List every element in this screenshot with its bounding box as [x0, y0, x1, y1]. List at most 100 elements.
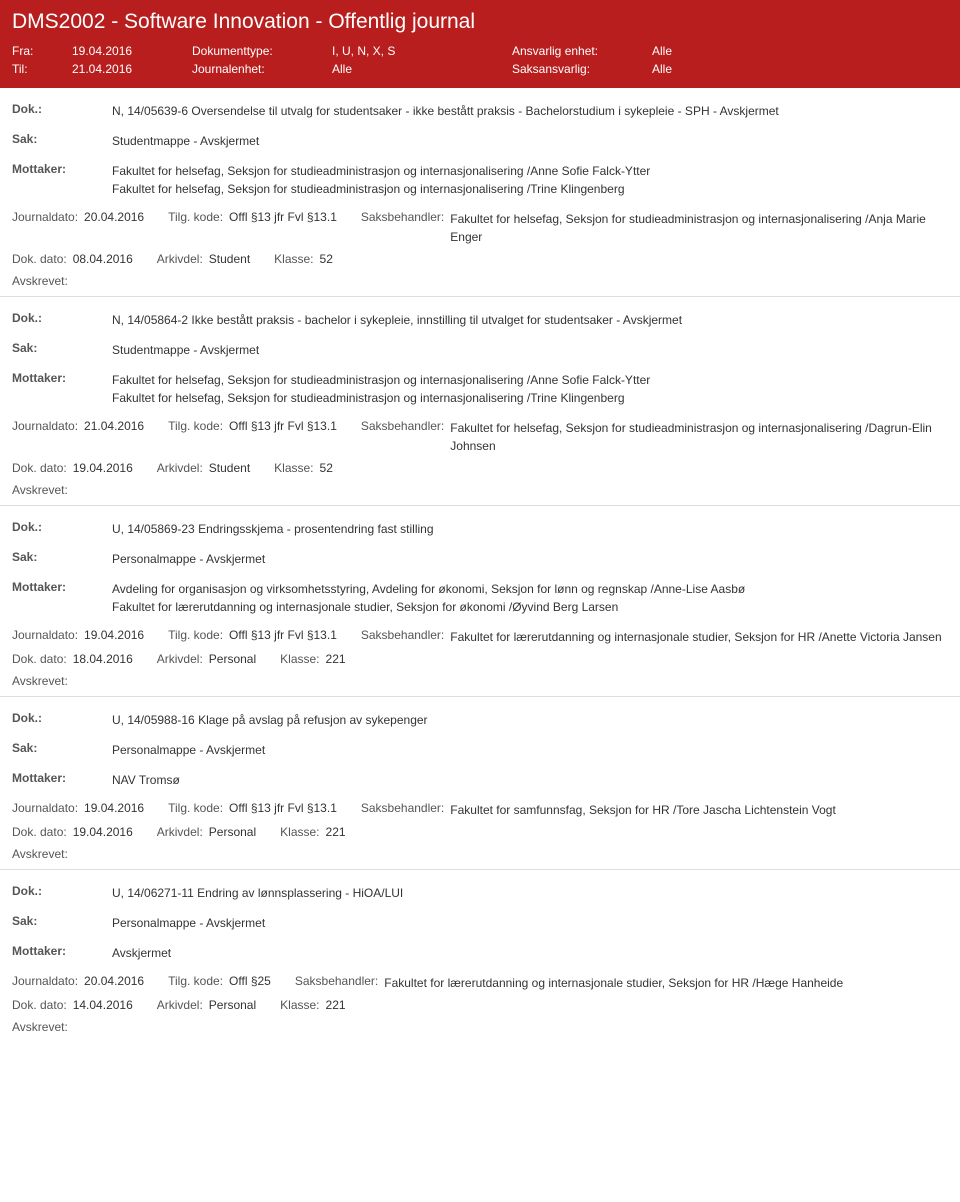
journal-entry: Dok.: U, 14/06271-11 Endring av lønnspla…	[0, 869, 960, 1042]
meta-row-1: Journaldato: 21.04.2016 Tilg. kode: Offl…	[12, 419, 948, 455]
dokdato-label: Dok. dato:	[12, 998, 67, 1012]
klasse-value: 52	[320, 461, 333, 475]
sak-value: Personalmappe - Avskjermet	[112, 914, 948, 932]
fra-label: Fra:	[12, 44, 72, 58]
dok-row: Dok.: U, 14/05869-23 Endringsskjema - pr…	[12, 520, 948, 538]
tilgkode-value: Offl §13 jfr Fvl §13.1	[229, 210, 337, 224]
dokdato-value: 18.04.2016	[73, 652, 133, 666]
sak-row: Sak: Personalmappe - Avskjermet	[12, 550, 948, 568]
doktype-label: Dokumenttype:	[192, 44, 332, 58]
journal-entry: Dok.: N, 14/05639-6 Oversendelse til utv…	[0, 88, 960, 296]
journal-entry: Dok.: U, 14/05869-23 Endringsskjema - pr…	[0, 505, 960, 696]
dokdato-value: 19.04.2016	[73, 461, 133, 475]
arkivdel-label: Arkivdel:	[157, 461, 203, 475]
dok-label: Dok.:	[12, 311, 112, 325]
sak-row: Sak: Studentmappe - Avskjermet	[12, 132, 948, 150]
ansvarlig-label: Ansvarlig enhet:	[512, 44, 652, 58]
mottaker-row: Mottaker: Fakultet for helsefag, Seksjon…	[12, 371, 948, 407]
journaldato-label: Journaldato:	[12, 210, 78, 224]
mottaker-row: Mottaker: Avdeling for organisasjon og v…	[12, 580, 948, 616]
journal-entry: Dok.: N, 14/05864-2 Ikke bestått praksis…	[0, 296, 960, 505]
dok-row: Dok.: U, 14/05988-16 Klage på avslag på …	[12, 711, 948, 729]
sak-value: Studentmappe - Avskjermet	[112, 341, 948, 359]
saksbehandler-label: Saksbehandler:	[361, 801, 444, 815]
dokdato-value: 08.04.2016	[73, 252, 133, 266]
mottaker-value: Avskjermet	[112, 944, 948, 962]
mottaker-value: NAV Tromsø	[112, 771, 948, 789]
tilgkode-label: Tilg. kode:	[168, 628, 223, 642]
arkivdel-label: Arkivdel:	[157, 825, 203, 839]
dok-value: U, 14/05988-16 Klage på avslag på refusj…	[112, 711, 948, 729]
mottaker-value: Avdeling for organisasjon og virksomhets…	[112, 580, 948, 616]
avskrevet-label: Avskrevet:	[12, 847, 948, 861]
tilgkode-value: Offl §13 jfr Fvl §13.1	[229, 628, 337, 642]
klasse-value: 221	[326, 652, 346, 666]
mottaker-row: Mottaker: Fakultet for helsefag, Seksjon…	[12, 162, 948, 198]
arkivdel-value: Student	[209, 252, 250, 266]
sak-label: Sak:	[12, 341, 112, 355]
arkivdel-label: Arkivdel:	[157, 998, 203, 1012]
meta-row-2: Dok. dato: 18.04.2016 Arkivdel: Personal…	[12, 652, 948, 666]
dokdato-value: 19.04.2016	[73, 825, 133, 839]
dok-row: Dok.: N, 14/05639-6 Oversendelse til utv…	[12, 102, 948, 120]
journaldato-label: Journaldato:	[12, 419, 78, 433]
dokdato-label: Dok. dato:	[12, 252, 67, 266]
sak-value: Personalmappe - Avskjermet	[112, 550, 948, 568]
dok-row: Dok.: U, 14/06271-11 Endring av lønnspla…	[12, 884, 948, 902]
journal-entry: Dok.: U, 14/05988-16 Klage på avslag på …	[0, 696, 960, 869]
sak-label: Sak:	[12, 914, 112, 928]
saksansvarlig-label: Saksansvarlig:	[512, 62, 652, 76]
saksbehandler-label: Saksbehandler:	[361, 419, 444, 433]
klasse-label: Klasse:	[274, 461, 313, 475]
arkivdel-label: Arkivdel:	[157, 252, 203, 266]
saksbehandler-value: Fakultet for lærerutdanning og internasj…	[384, 974, 948, 992]
klasse-label: Klasse:	[274, 252, 313, 266]
dok-value: N, 14/05639-6 Oversendelse til utvalg fo…	[112, 102, 948, 120]
meta-row-1: Journaldato: 20.04.2016 Tilg. kode: Offl…	[12, 974, 948, 992]
meta-row-1: Journaldato: 19.04.2016 Tilg. kode: Offl…	[12, 801, 948, 819]
meta-row-2: Dok. dato: 14.04.2016 Arkivdel: Personal…	[12, 998, 948, 1012]
mottaker-label: Mottaker:	[12, 944, 112, 958]
saksbehandler-value: Fakultet for samfunnsfag, Seksjon for HR…	[450, 801, 948, 819]
mottaker-label: Mottaker:	[12, 371, 112, 385]
dokdato-label: Dok. dato:	[12, 461, 67, 475]
journaldato-value: 20.04.2016	[84, 210, 144, 224]
avskrevet-label: Avskrevet:	[12, 483, 948, 497]
ansvarlig-value: Alle	[652, 44, 672, 58]
klasse-label: Klasse:	[280, 652, 319, 666]
journalenhet-label: Journalenhet:	[192, 62, 332, 76]
mottaker-label: Mottaker:	[12, 580, 112, 594]
mottaker-label: Mottaker:	[12, 771, 112, 785]
dok-label: Dok.:	[12, 711, 112, 725]
til-value: 21.04.2016	[72, 62, 192, 76]
dokdato-value: 14.04.2016	[73, 998, 133, 1012]
header-row-1: Fra: 19.04.2016 Dokumenttype: I, U, N, X…	[12, 44, 948, 58]
meta-row-1: Journaldato: 19.04.2016 Tilg. kode: Offl…	[12, 628, 948, 646]
sak-row: Sak: Studentmappe - Avskjermet	[12, 341, 948, 359]
avskrevet-label: Avskrevet:	[12, 674, 948, 688]
arkivdel-value: Personal	[209, 652, 256, 666]
sak-value: Personalmappe - Avskjermet	[112, 741, 948, 759]
mottaker-row: Mottaker: NAV Tromsø	[12, 771, 948, 789]
dok-row: Dok.: N, 14/05864-2 Ikke bestått praksis…	[12, 311, 948, 329]
arkivdel-value: Personal	[209, 825, 256, 839]
tilgkode-label: Tilg. kode:	[168, 419, 223, 433]
klasse-label: Klasse:	[280, 825, 319, 839]
saksbehandler-label: Saksbehandler:	[361, 628, 444, 642]
journaldato-label: Journaldato:	[12, 628, 78, 642]
klasse-value: 221	[326, 825, 346, 839]
dok-value: U, 14/05869-23 Endringsskjema - prosente…	[112, 520, 948, 538]
tilgkode-value: Offl §13 jfr Fvl §13.1	[229, 419, 337, 433]
avskrevet-label: Avskrevet:	[12, 1020, 948, 1034]
dok-value: U, 14/06271-11 Endring av lønnsplasserin…	[112, 884, 948, 902]
dokdato-label: Dok. dato:	[12, 825, 67, 839]
meta-row-2: Dok. dato: 19.04.2016 Arkivdel: Personal…	[12, 825, 948, 839]
journaldato-label: Journaldato:	[12, 974, 78, 988]
header-row-2: Til: 21.04.2016 Journalenhet: Alle Saksa…	[12, 62, 948, 76]
tilgkode-label: Tilg. kode:	[168, 801, 223, 815]
journal-header: DMS2002 - Software Innovation - Offentli…	[0, 0, 960, 88]
journaldato-value: 20.04.2016	[84, 974, 144, 988]
sak-row: Sak: Personalmappe - Avskjermet	[12, 741, 948, 759]
arkivdel-value: Personal	[209, 998, 256, 1012]
mottaker-label: Mottaker:	[12, 162, 112, 176]
